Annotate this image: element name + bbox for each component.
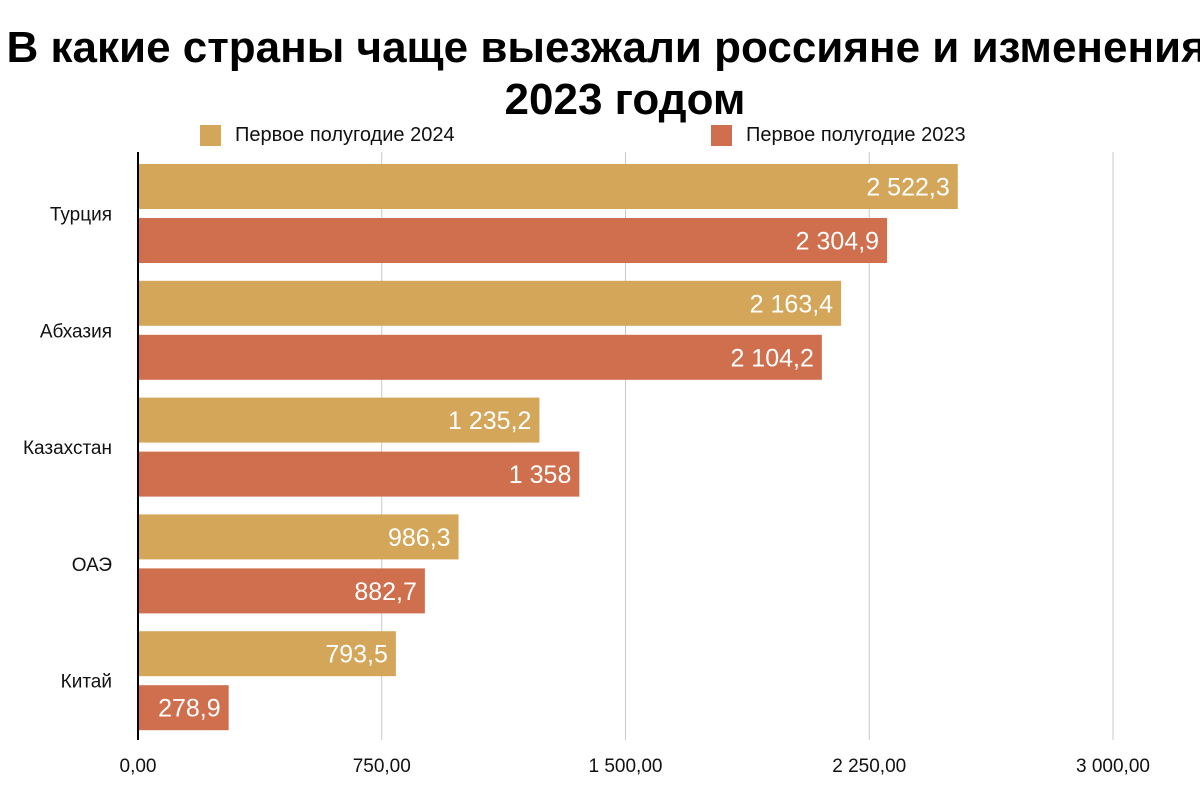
x-tick-label: 750,00 xyxy=(353,756,411,777)
legend-label-2023: Первое полугодие 2023 xyxy=(746,124,966,146)
bar xyxy=(138,280,842,326)
legend-swatch-2024 xyxy=(200,125,221,146)
data-label: 2 104,2 xyxy=(730,344,813,372)
data-label: 1 358 xyxy=(509,461,572,489)
x-tick-label: 2 250,00 xyxy=(832,756,906,777)
x-tick-label: 3 000,00 xyxy=(1076,756,1150,777)
y-category-label: Абхазия xyxy=(40,321,112,342)
bar xyxy=(138,451,580,497)
bar xyxy=(138,568,425,614)
data-label: 278,9 xyxy=(158,695,221,723)
y-category-label: ОАЭ xyxy=(72,555,112,576)
y-category-label: Китай xyxy=(61,672,112,693)
bar xyxy=(138,334,822,380)
x-tick-label: 1 500,00 xyxy=(589,756,663,777)
data-label: 2 304,9 xyxy=(796,228,879,256)
data-label: 1 235,2 xyxy=(448,407,531,435)
data-label: 2 522,3 xyxy=(866,174,949,202)
legend-swatch-2023 xyxy=(711,125,732,146)
bar xyxy=(138,631,396,677)
bar xyxy=(138,685,229,731)
chart-title: В какие страны чаще выезжали россияне и … xyxy=(6,23,1200,124)
bar xyxy=(138,164,958,209)
legend-item-2024: Первое полугодие 2024 xyxy=(200,124,455,147)
legend-label-2024: Первое полугодие 2024 xyxy=(235,124,455,146)
bar xyxy=(138,514,459,560)
data-label: 2 163,4 xyxy=(750,290,834,318)
data-label: 986,3 xyxy=(388,524,451,552)
bar xyxy=(138,218,888,263)
x-tick-label: 0,00 xyxy=(120,756,157,777)
data-label: 793,5 xyxy=(325,641,388,669)
y-category-label: Казахстан xyxy=(23,438,112,459)
legend-item-2023: Первое полугодие 2023 xyxy=(711,124,966,147)
data-label: 882,7 xyxy=(354,578,417,606)
bar xyxy=(138,397,540,443)
y-category-label: Турция xyxy=(50,205,112,226)
